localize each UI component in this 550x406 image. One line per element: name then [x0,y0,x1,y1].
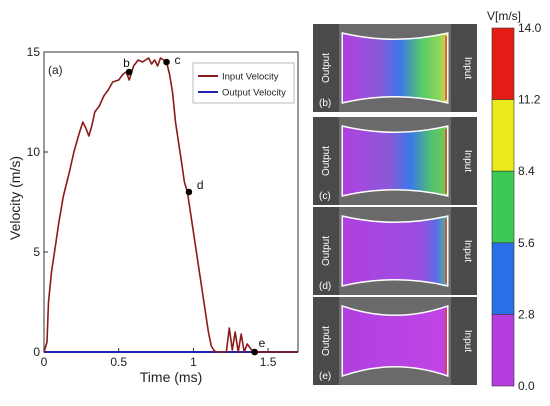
colorbar-tick-label: 8.4 [518,164,535,178]
image-panel-c: Output Input (c) [313,117,477,205]
colorbar-segment [491,170,515,244]
output-bar [313,207,339,295]
y-tick-label: 10 [27,145,41,159]
input-bar [451,24,477,112]
marker-label-e: e [259,336,266,350]
colorbar-tick-label: 2.8 [518,307,535,321]
y-axis: 0 5 10 15 [27,45,48,359]
marker-e [251,348,258,356]
output-bar [313,297,339,385]
panel-label: (b) [319,98,331,109]
velocity-field [343,127,447,195]
output-label: Output [321,53,332,83]
panel-a-label: (a) [48,63,63,77]
colorbar-tick-label: 11.2 [518,93,541,107]
output-label: Output [321,146,332,176]
legend-label-output: Output Velocity [222,88,286,99]
input-bar [451,207,477,295]
colorbar-segment [491,99,515,172]
x-tick-label: 1 [190,355,197,369]
y-tick-label: 0 [33,345,40,359]
colorbar-title: V[m/s] [487,9,521,23]
x-axis: 0 0.5 1 1.5 [41,348,277,369]
velocity-field-panels: Output Input (b) Output Input (c) Output Input (… [313,24,477,385]
marker-label-c: c [175,53,181,67]
legend: Input Velocity Output Velocity [192,62,295,104]
legend-label-input: Input Velocity [222,72,279,83]
output-label: Output [321,236,332,266]
x-tick-label: 0 [41,355,48,369]
input-label: Input [462,57,473,79]
input-label: Input [462,330,473,352]
panel-label: (c) [319,191,331,202]
image-panel-d: Output Input (d) [313,207,477,295]
marker-c [163,58,170,66]
output-bar [313,117,339,205]
input-bar [451,117,477,205]
marker-d [185,188,193,196]
colorbar-segment [491,314,515,387]
input-bar [451,297,477,385]
velocity-field [343,217,447,285]
input-label: Input [462,150,473,172]
colorbar-tick-label: 0.0 [518,379,535,393]
legend-box [192,62,295,104]
velocity-field [343,34,447,102]
panel-label: (e) [319,371,331,382]
points-layer: b c d e [123,53,266,356]
y-axis-title: Velocity (m/s) [7,156,23,240]
colorbar-segments [491,27,515,387]
image-panel-b: Output Input (b) [313,24,477,112]
output-bar [313,24,339,112]
x-axis-title: Time (ms) [140,369,202,385]
input-label: Input [462,240,473,262]
colorbar-tick-label: 14.0 [518,21,542,35]
colorbar: V[m/s] 14.0 11.2 8.4 5.6 2.8 0.0 [487,9,542,393]
colorbar-ticks: 14.0 11.2 8.4 5.6 2.8 0.0 [518,21,542,393]
velocity-field [343,307,447,375]
x-tick-label: 1.5 [260,355,277,369]
colorbar-segment [491,27,515,100]
marker-label-b: b [123,56,130,70]
marker-b [125,68,133,76]
velocity-plot: 0 5 10 15 0 0.5 1 1.5 b c d e Time (ms) Velocity … [7,45,299,385]
image-panel-e: Output Input (e) [313,297,477,385]
panel-label: (d) [319,281,331,292]
y-tick-label: 5 [33,245,40,259]
y-tick-label: 15 [27,45,41,59]
colorbar-segment [491,242,515,315]
colorbar-tick-label: 5.6 [518,236,535,250]
x-tick-label: 0.5 [110,355,127,369]
marker-label-d: d [197,178,204,192]
output-label: Output [321,326,332,356]
